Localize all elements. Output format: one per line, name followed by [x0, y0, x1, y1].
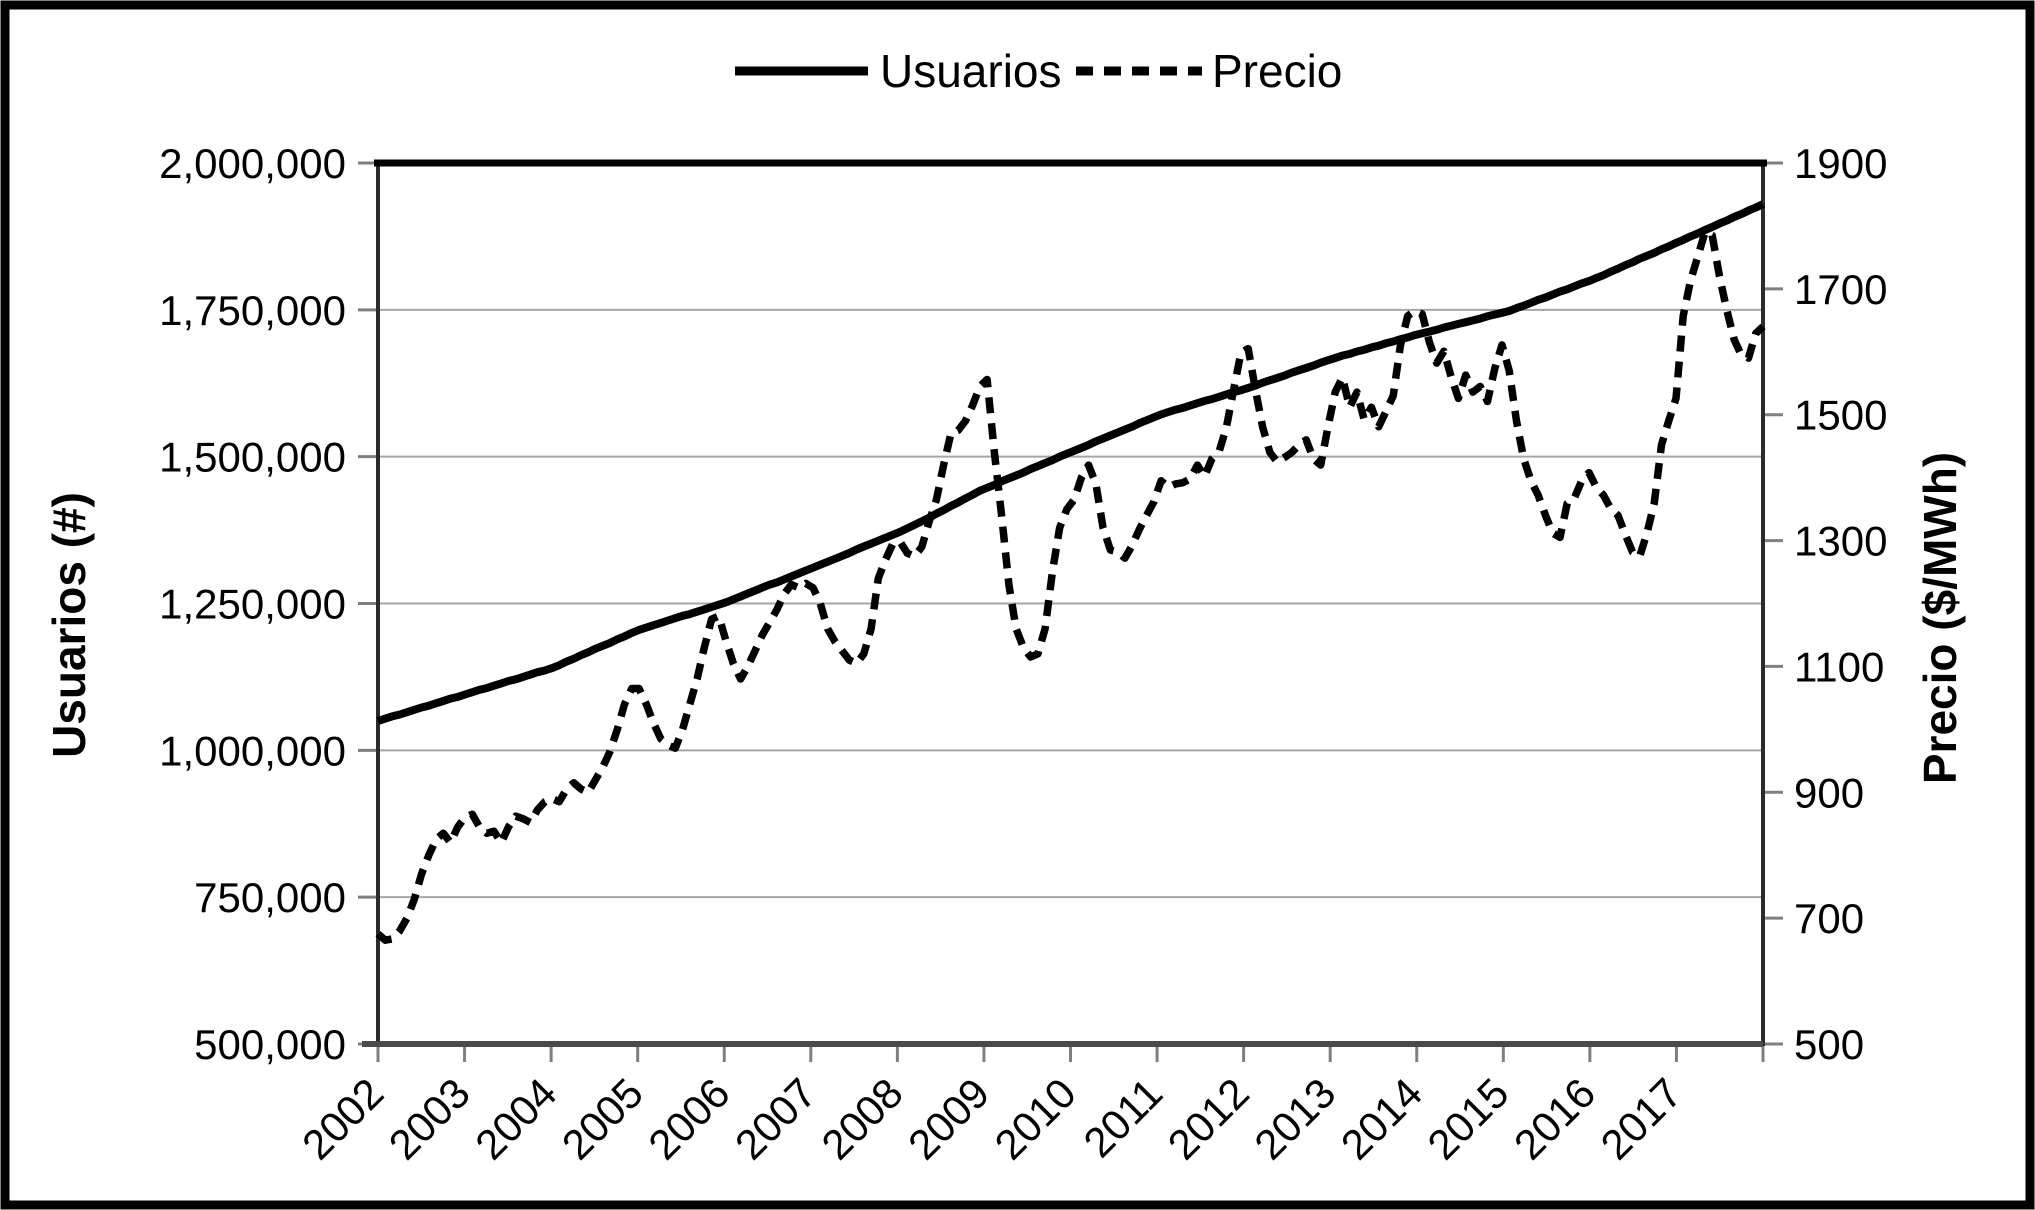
legend: Usuarios Precio — [735, 45, 1342, 97]
y-right-tick-label: 500 — [1794, 1021, 1864, 1068]
y-right-tick-label: 1100 — [1794, 643, 1884, 690]
legend-precio-label: Precio — [1212, 45, 1342, 97]
y-axis-right-title: Precio ($/MWh) — [1914, 452, 1966, 784]
y-axis-right-tick-labels: 1900 1700 1500 1300 1100 900 700 500 — [1794, 140, 1887, 1068]
y-right-tick-label: 1700 — [1794, 266, 1887, 313]
y-right-tick-label: 700 — [1794, 895, 1864, 942]
gridlines — [378, 308, 1763, 899]
y-right-tick-label: 1300 — [1794, 518, 1887, 565]
y-left-tick-label: 1,750,000 — [159, 287, 346, 334]
y-axis-left-title: Usuarios (#) — [43, 492, 95, 758]
precio-line — [375, 228, 1766, 944]
y-left-tick-label: 1,500,000 — [159, 434, 346, 481]
legend-usuarios-label: Usuarios — [880, 45, 1062, 97]
y-right-tick-label: 1900 — [1794, 140, 1887, 187]
y-left-tick-label: 750,000 — [194, 874, 346, 921]
usuarios-line — [376, 200, 1765, 725]
y-axis-left-tick-labels: 2,000,000 1,750,000 1,500,000 1,250,000 1,00… — [159, 140, 346, 1068]
y-right-tick-label: 1500 — [1794, 392, 1887, 439]
y-left-tick-label: 2,000,000 — [159, 140, 346, 187]
y-left-tick-label: 1,250,000 — [159, 581, 346, 628]
y-left-tick-label: 500,000 — [194, 1021, 346, 1068]
y-left-tick-label: 1,000,000 — [159, 727, 346, 774]
y-right-tick-label: 900 — [1794, 769, 1864, 816]
